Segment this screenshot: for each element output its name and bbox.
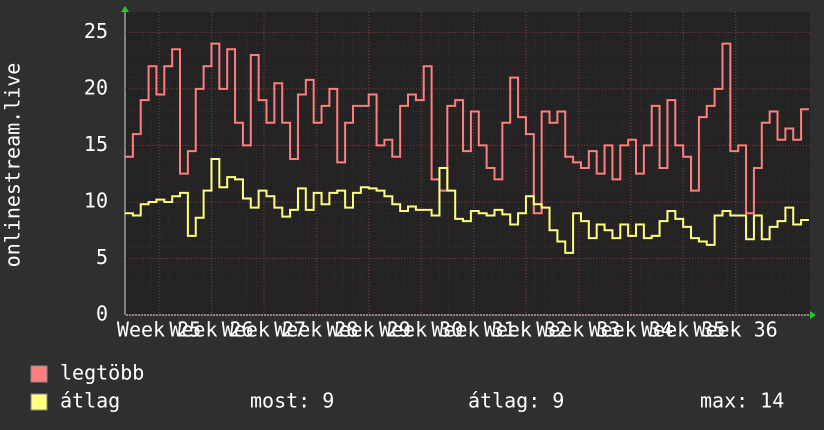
stat-value: 14 [760,389,784,413]
x-tick-label: Week 26 [169,318,253,342]
minor-grid [125,12,810,315]
y-arrow [121,6,129,12]
x-tick-label: Week 31 [431,318,515,342]
stat-value: 9 [322,389,334,413]
y-tick-label: 15 [84,132,108,156]
x-tick-label: Week 36 [693,318,777,342]
x-tick-label: Week 27 [222,318,306,342]
y-tick-label: 5 [96,245,108,269]
x-tick-label: Week 28 [274,318,358,342]
x-tick-label: Week 32 [484,318,568,342]
y-axis-label: onlinestream.live [1,63,25,268]
stat-label: most: [250,389,310,413]
x-arrow [810,311,816,319]
y-tick-label: 10 [84,188,108,212]
y-tick-label: 0 [96,302,108,326]
stat-label: átlag: [468,389,540,413]
y-tick-label: 25 [84,19,108,43]
legend-label: átlag [60,389,120,413]
stat-value: 9 [552,389,564,413]
y-tick-label: 20 [84,75,108,99]
x-tick-label: Week 25 [117,318,201,342]
x-tick-label: Week 33 [536,318,620,342]
legend-swatch [30,365,48,383]
x-tick-label: Week 30 [379,318,463,342]
x-tick-label: Week 34 [589,318,673,342]
legend-swatch [30,393,48,411]
stat-label: max: [700,389,748,413]
series-line [125,42,809,215]
legend-label: legtöbb [60,361,144,385]
x-tick-label: Week 29 [327,318,411,342]
series-line [125,157,809,254]
x-tick-label: Week 35 [641,318,725,342]
